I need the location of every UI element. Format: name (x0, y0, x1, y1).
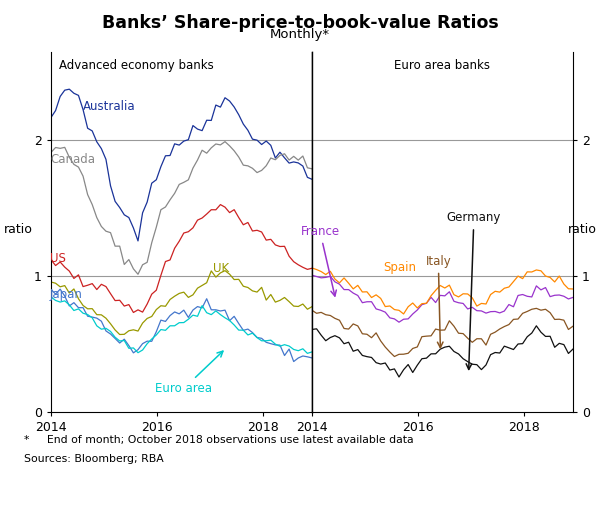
Text: Monthly*: Monthly* (270, 28, 330, 41)
Text: UK: UK (213, 262, 229, 275)
Text: Japan: Japan (50, 288, 83, 301)
Text: Advanced economy banks: Advanced economy banks (59, 59, 214, 72)
Text: Spain: Spain (383, 261, 416, 273)
Text: France: France (301, 225, 340, 296)
Text: US: US (50, 252, 66, 265)
Text: ratio: ratio (4, 222, 32, 236)
Text: Sources: Bloomberg; RBA: Sources: Bloomberg; RBA (24, 454, 164, 464)
Text: Euro area: Euro area (155, 351, 223, 395)
Text: Banks’ Share-price-to-book-value Ratios: Banks’ Share-price-to-book-value Ratios (101, 14, 499, 32)
Text: Canada: Canada (50, 153, 95, 166)
Text: ratio: ratio (568, 222, 596, 236)
Text: Italy: Italy (425, 255, 451, 348)
Text: Euro area banks: Euro area banks (395, 59, 491, 72)
Text: Germany: Germany (447, 211, 501, 369)
Text: *     End of month; October 2018 observations use latest available data: * End of month; October 2018 observation… (24, 435, 413, 445)
Text: Australia: Australia (83, 100, 136, 113)
